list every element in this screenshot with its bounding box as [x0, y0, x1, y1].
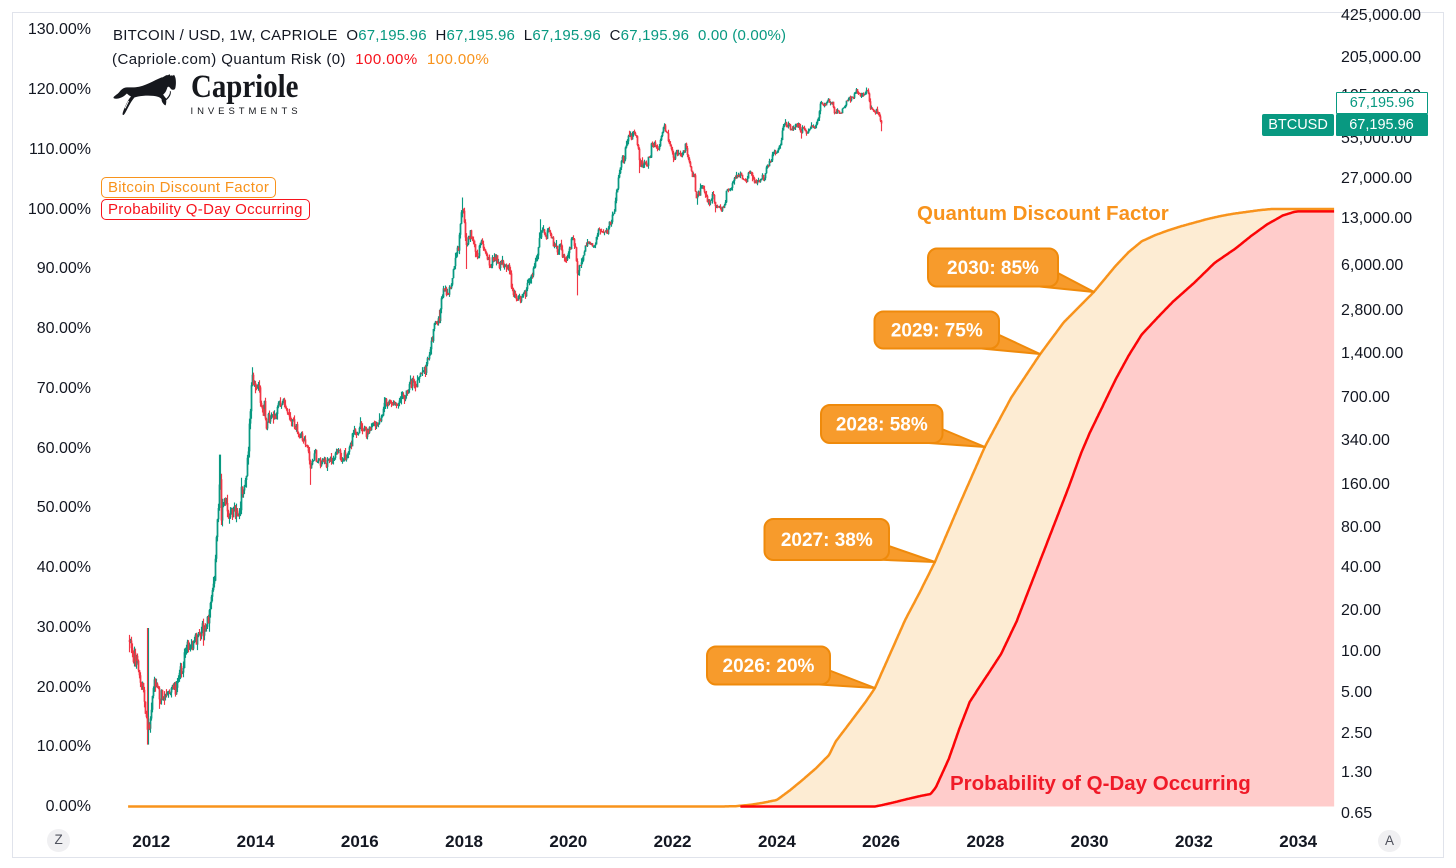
svg-text:2030: 85%: 2030: 85%	[947, 258, 1039, 279]
svg-text:2028: 58%: 2028: 58%	[836, 415, 928, 436]
svg-text:2026: 20%: 2026: 20%	[723, 656, 815, 677]
svg-text:2027: 38%: 2027: 38%	[781, 530, 873, 551]
svg-text:2029: 75%: 2029: 75%	[891, 321, 983, 342]
